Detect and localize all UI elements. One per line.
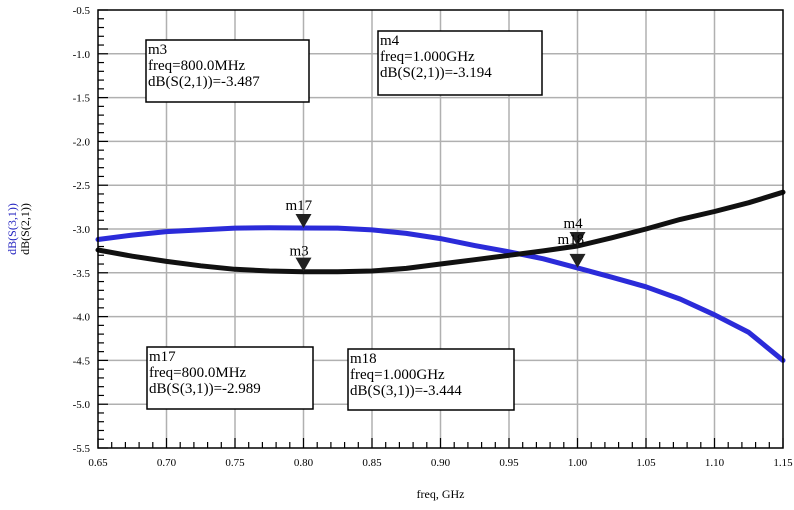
annotation-line: m3: [148, 42, 167, 58]
y-tick-label: -3.0: [73, 224, 91, 236]
marker-label-m17: m17: [286, 198, 313, 214]
annotation-line: dB(S(2,1))=-3.487: [148, 74, 260, 90]
x-tick-label: 0.70: [157, 457, 177, 469]
y-tick-label: -4.5: [73, 355, 91, 367]
plot-frame: [97, 9, 784, 449]
annotation-line: dB(S(2,1))=-3.194: [380, 65, 492, 81]
marker-label-m18: m18: [558, 232, 585, 248]
x-tick-label: 0.75: [225, 457, 245, 469]
y-tick-label: -1.0: [73, 49, 91, 61]
annotation-line: dB(S(3,1))=-3.444: [350, 383, 462, 399]
x-tick-label: 0.65: [88, 457, 108, 469]
annotation-line: m17: [149, 349, 176, 365]
series-line-db-s-2-1: [95, 189, 786, 275]
annotation-line: dB(S(3,1))=-2.989: [149, 381, 261, 397]
annotations: m3freq=800.0MHzdB(S(2,1))=-3.487m4freq=1…: [145, 30, 543, 411]
annotation-line: m18: [350, 351, 377, 367]
x-tick-label: 0.80: [294, 457, 314, 469]
y-tick-label: -3.5: [73, 268, 91, 280]
marker-m17: [295, 214, 312, 229]
y-axis-labels: dB(S(3,1)) dB(S(2,1)): [5, 203, 32, 255]
marker-label-m3: m3: [290, 244, 309, 260]
x-tick-label: 0.95: [499, 457, 519, 469]
tick-labels: 0.65 0.70 0.75 0.80 0.85 0.90 0.95 1.00 1.05 1.10…: [73, 5, 794, 469]
y-tick-label: -4.0: [73, 312, 91, 324]
x-tick-label: 1.05: [636, 457, 656, 469]
annotation-line: freq=800.0MHz: [148, 58, 246, 74]
y-axis-label: dB(S(3,1)): [5, 203, 19, 255]
y-tick-label: -2.0: [73, 136, 91, 148]
x-tick-label: 1.15: [773, 457, 793, 469]
x-tick-label: 0.85: [362, 457, 382, 469]
annotation-box: [347, 348, 515, 411]
x-axis-label: freq, GHz: [417, 487, 465, 501]
marker-m18: [569, 253, 586, 268]
annotation-line: freq=800.0MHz: [149, 365, 247, 381]
annotation-box: [146, 346, 314, 410]
x-tick-label: 1.10: [705, 457, 725, 469]
y-axis-label: dB(S(2,1)): [18, 203, 32, 255]
marker-m3: [295, 257, 312, 272]
x-tick-label: 0.90: [431, 457, 451, 469]
marker-label-m4: m4: [564, 216, 584, 232]
annotation-line: m4: [380, 33, 400, 49]
x-tick-label: 1.00: [568, 457, 588, 469]
y-tick-label: -2.5: [73, 180, 91, 192]
marker-m4: [569, 231, 586, 246]
annotation-box: [145, 39, 310, 103]
y-tick-label: -5.0: [73, 399, 91, 411]
annotation-line: freq=1.000GHz: [380, 49, 475, 65]
y-tick-label: -1.5: [73, 93, 91, 105]
y-tick-label: -0.5: [73, 5, 91, 17]
annotation-line: freq=1.000GHz: [350, 367, 445, 383]
series-line-db-s-3-1: [95, 225, 786, 363]
y-tick-label: -5.5: [73, 443, 91, 455]
series-lines: [95, 189, 786, 363]
annotation-box: [377, 30, 543, 96]
